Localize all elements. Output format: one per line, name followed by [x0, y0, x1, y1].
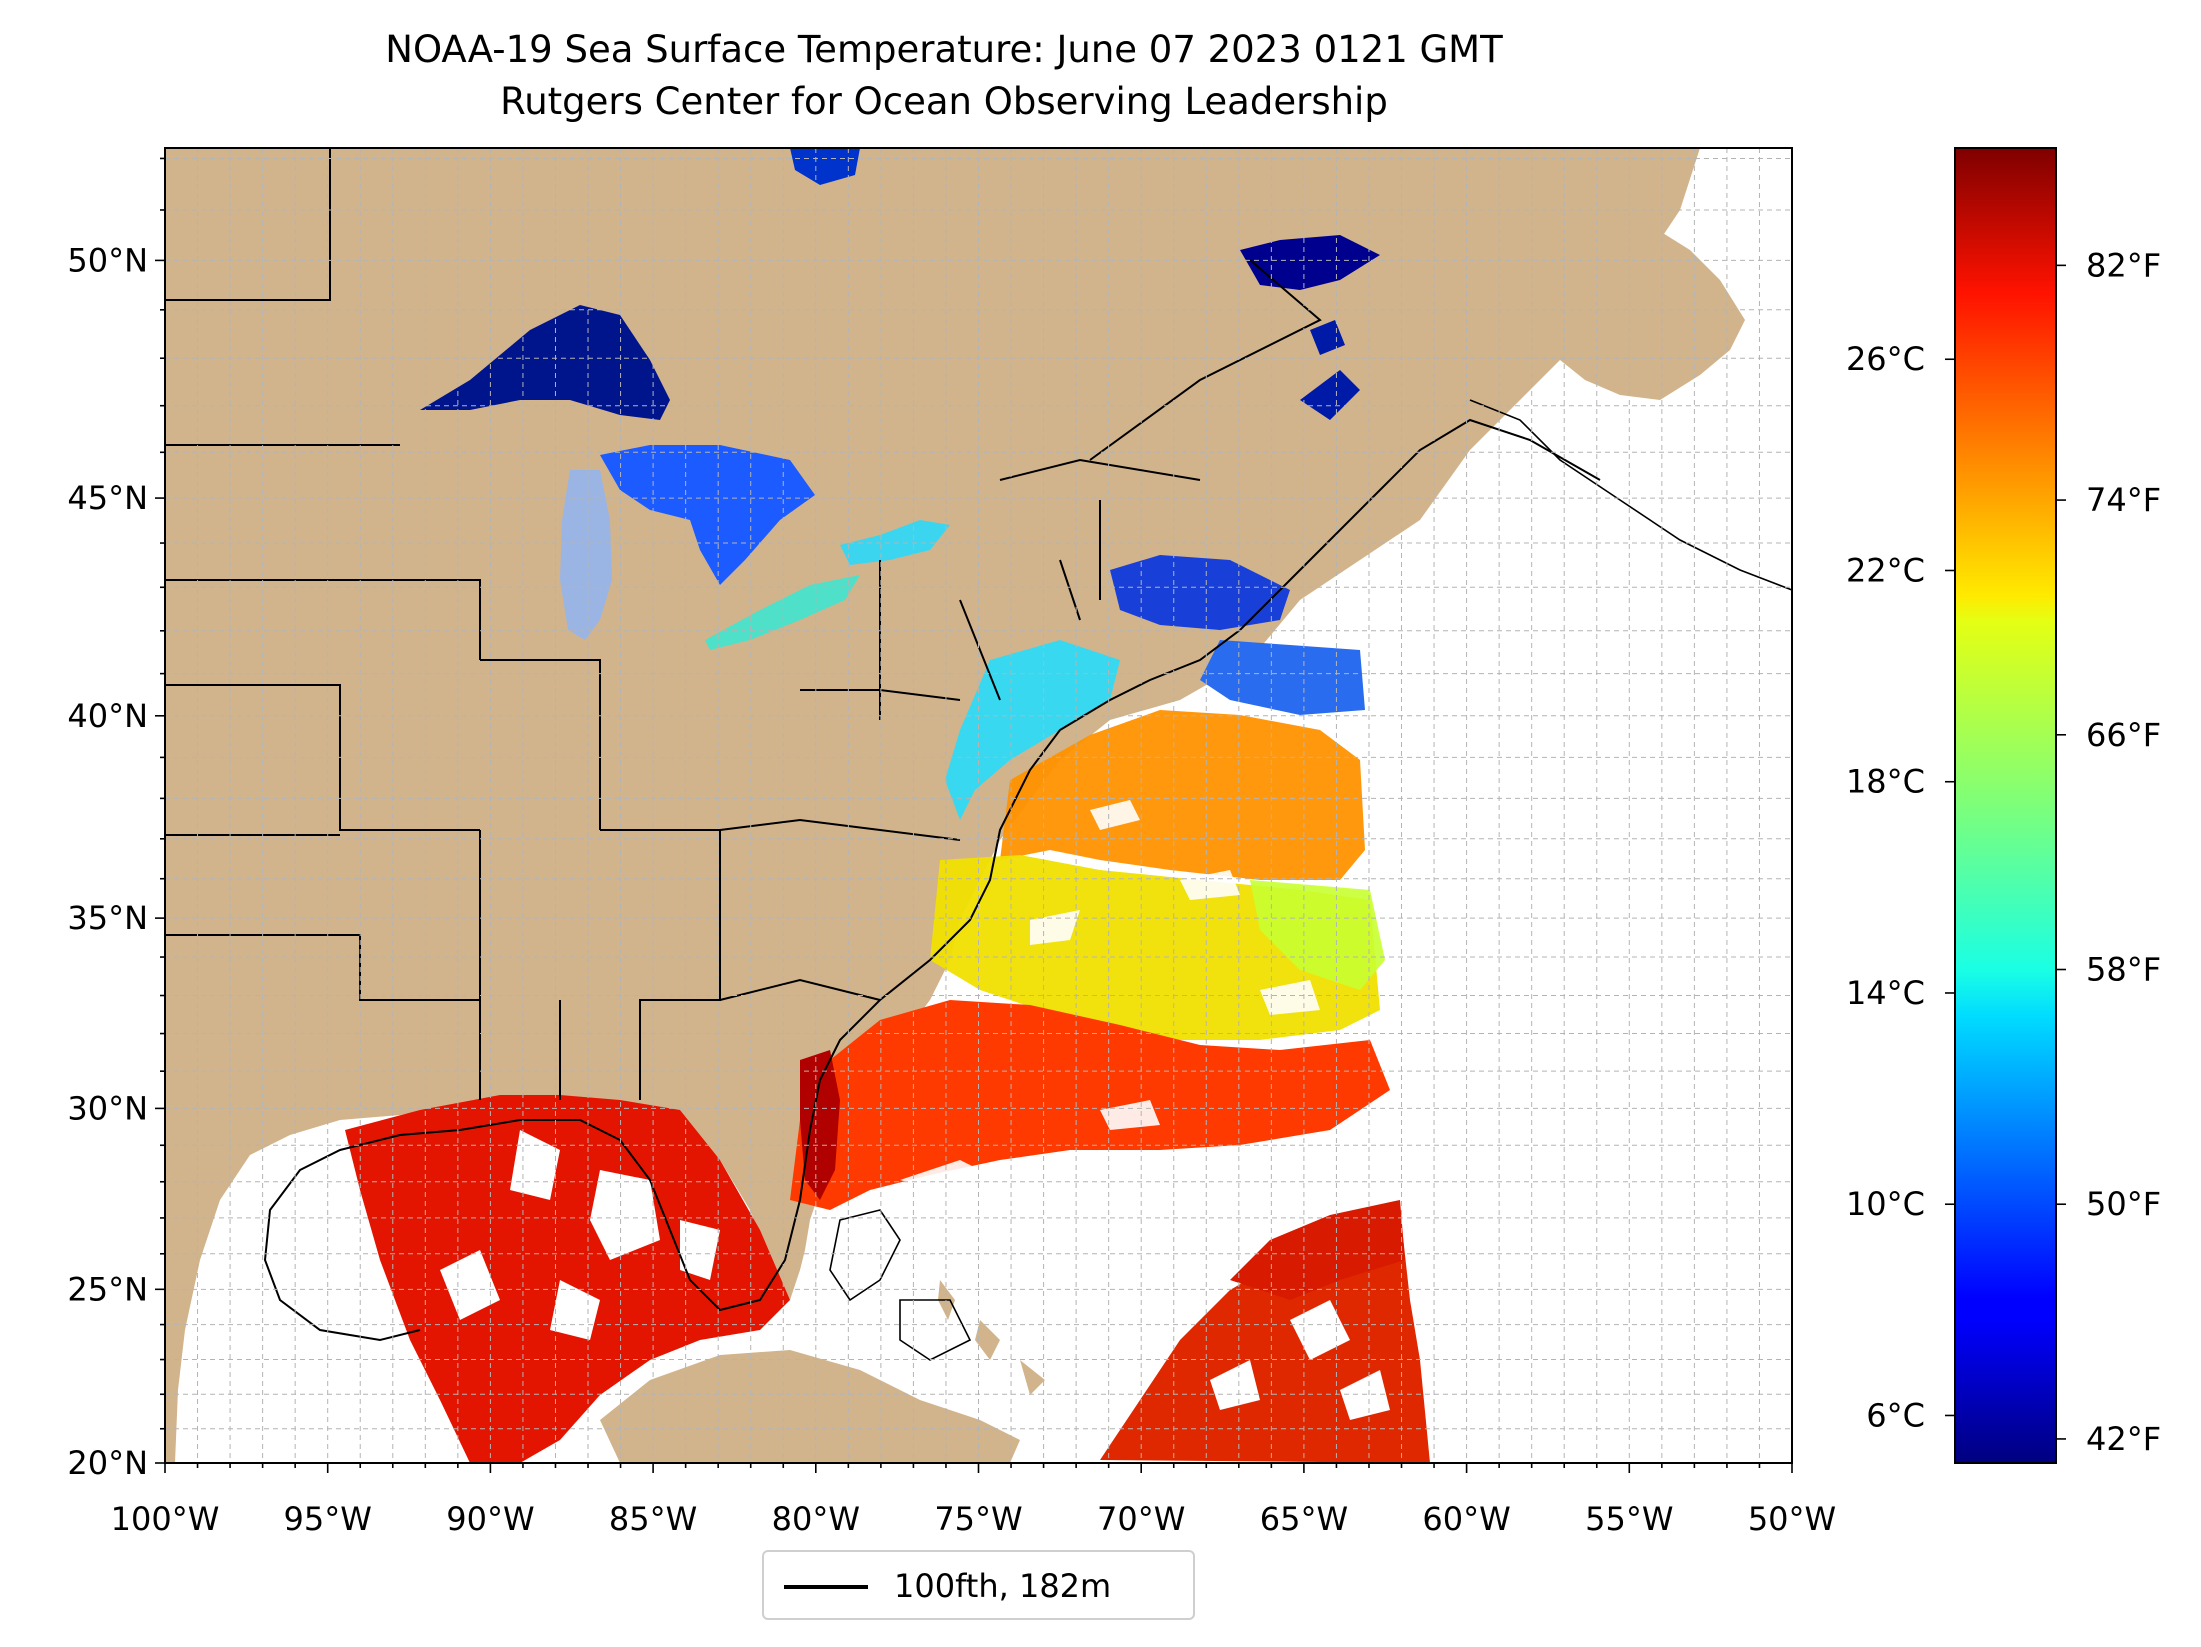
x-tick-label: 55°W [1585, 1500, 1673, 1538]
colorbar-fahrenheit-axis: 42°F 50°F 58°F 66°F 74°F 82°F [2056, 246, 2161, 1458]
x-tick-label: 80°W [772, 1500, 860, 1538]
y-tick-label: 35°N [67, 899, 148, 937]
lake-superior-sst [420, 305, 670, 420]
land-bahamas [938, 1280, 1045, 1395]
colorbar-c-tick-label: 10°C [1846, 1185, 1925, 1223]
mid-atlantic-bight-sst [945, 640, 1120, 820]
legend-contour-label: 100fth, 182m [894, 1567, 1112, 1605]
colorbar-c-tick-label: 26°C [1846, 340, 1925, 378]
graticule-grid [165, 148, 1792, 1463]
colorbar-f-tick-label: 82°F [2086, 246, 2161, 284]
legend-contour-swatch [784, 1585, 868, 1589]
x-tick-label: 60°W [1422, 1500, 1510, 1538]
map-title: NOAA-19 Sea Surface Temperature: June 07… [385, 28, 1503, 71]
land-newfoundland [1520, 210, 1745, 400]
colorbar-f-tick-label: 42°F [2086, 1420, 2161, 1458]
gulf-of-mexico-sst [345, 1095, 790, 1463]
gulf-stream-sst [790, 1000, 1390, 1210]
caribbean-cloud-gaps [1210, 1300, 1390, 1420]
y-tick-label: 25°N [67, 1270, 148, 1308]
contour-100fth [263, 418, 1601, 1342]
st-lawrence-sst [1240, 235, 1380, 290]
colorbar-c-tick-label: 18°C [1846, 763, 1925, 801]
colorbar-c-tick-label: 14°C [1846, 974, 1925, 1012]
x-tick-label: 50°W [1748, 1500, 1836, 1538]
latitude-axis: 20°N 25°N 30°N 35°N 40°N 45°N 50°N [67, 157, 165, 1482]
map-legend: 100fth, 182m [762, 1550, 1195, 1620]
colorbar-f-tick-label: 58°F [2086, 951, 2161, 989]
lake-ontario-sst [840, 520, 950, 565]
x-tick-label: 85°W [609, 1500, 697, 1538]
colorbar-f-tick-label: 74°F [2086, 481, 2161, 519]
x-tick-label: 95°W [284, 1500, 372, 1538]
colorbar [1954, 147, 2057, 1464]
georges-bank-sst [1200, 640, 1365, 715]
colorbar-c-tick-label: 6°C [1866, 1396, 1925, 1434]
lake-huron-sst [600, 445, 815, 585]
atlantic-cloud-gaps [900, 800, 1320, 1195]
colorbar-f-tick-label: 50°F [2086, 1185, 2161, 1223]
colorbar-f-tick-label: 66°F [2086, 716, 2161, 754]
land-cuba [600, 1350, 1020, 1463]
james-bay-sst [790, 148, 860, 185]
colorbar-celsius-axis: 6°C 10°C 14°C 18°C 22°C 26°C [1846, 340, 1955, 1434]
gulf-st-lawrence-sst [1300, 320, 1360, 420]
y-tick-label: 50°N [67, 241, 148, 279]
sargasso-sst-green [1250, 880, 1385, 990]
sargasso-sst-north [1000, 710, 1365, 880]
lake-michigan [560, 470, 612, 640]
x-tick-label: 75°W [934, 1500, 1022, 1538]
y-tick-label: 20°N [67, 1444, 148, 1482]
map-subtitle: Rutgers Center for Ocean Observing Leade… [500, 80, 1388, 123]
colorbar-c-tick-label: 22°C [1846, 551, 1925, 589]
y-tick-label: 30°N [67, 1089, 148, 1127]
x-tick-label: 90°W [446, 1500, 534, 1538]
contour-100fth-bahamas [829, 1209, 972, 1361]
y-tick-label: 45°N [67, 479, 148, 517]
gulf-of-maine-sst [1110, 555, 1290, 630]
subtropical-atlantic-sst [1230, 1200, 1405, 1300]
y-tick-label: 40°N [67, 697, 148, 735]
political-borders [165, 148, 1322, 1100]
longitude-axis: 100°W 95°W 90°W 85°W 80°W 75°W 70°W 65°W 60°W 55°… [111, 1463, 1836, 1538]
contour-100fth-newfoundland [1469, 399, 1792, 591]
x-tick-label: 65°W [1260, 1500, 1348, 1538]
x-tick-label: 100°W [111, 1500, 220, 1538]
x-tick-label: 70°W [1097, 1500, 1185, 1538]
florida-current-sst [800, 1050, 840, 1200]
